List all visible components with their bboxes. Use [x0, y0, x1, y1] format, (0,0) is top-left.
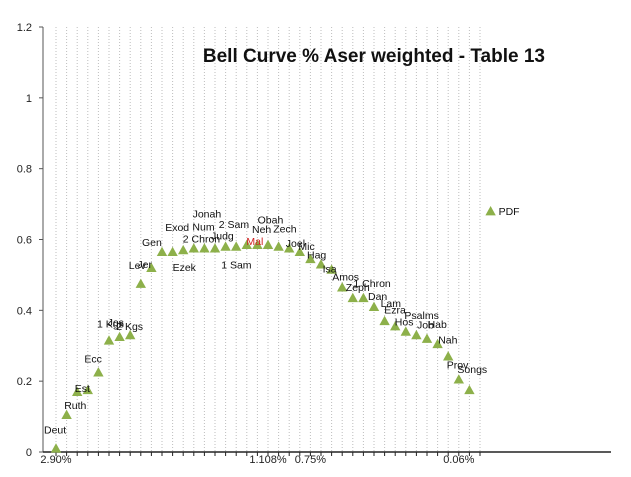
data-point-label: Jonah	[193, 209, 222, 221]
data-point-marker	[443, 351, 454, 361]
data-point-marker	[103, 335, 115, 345]
data-point-label: Ezra	[384, 304, 406, 316]
data-point-marker	[156, 246, 168, 257]
data-point-label: Zech	[273, 223, 297, 235]
data-point-label: Hab	[428, 319, 447, 331]
data-point-marker	[199, 243, 210, 253]
y-tick-label: 0.8	[17, 164, 32, 176]
data-point-marker	[209, 243, 221, 253]
data-point-label: Psalms	[404, 310, 438, 322]
y-tick-label: 1	[26, 93, 32, 105]
data-point-label: Est	[75, 383, 90, 395]
data-point-label: Ruth	[64, 400, 86, 412]
y-tick-label: 0	[26, 447, 32, 459]
data-point-marker	[464, 384, 475, 395]
data-point-label: Dan	[368, 291, 387, 303]
data-point-marker	[305, 253, 316, 264]
data-point-marker	[178, 244, 189, 255]
data-point-marker	[114, 331, 125, 342]
data-point-label: Nah	[438, 334, 457, 346]
data-point-label: Mic	[298, 241, 314, 253]
data-point-marker	[252, 239, 263, 249]
data-point-label: Zeph	[346, 282, 370, 294]
data-point-label: Hag	[307, 249, 326, 261]
data-point-label: Jos	[108, 317, 124, 329]
data-point-label: 2 Kgs	[116, 321, 143, 333]
data-point-marker	[390, 321, 401, 331]
data-point-marker	[72, 386, 83, 396]
data-point-marker	[432, 338, 443, 349]
data-point-label: 1 Chron	[353, 278, 391, 290]
data-point-label: 2 Sam	[219, 219, 250, 231]
data-point-label: Job	[417, 320, 434, 332]
data-point-marker	[146, 262, 157, 272]
data-point-marker	[347, 292, 358, 303]
data-point-marker	[61, 409, 72, 419]
data-point-marker	[421, 333, 433, 343]
data-point-label: Exod	[165, 222, 189, 234]
data-point-label: Amos	[332, 271, 359, 283]
data-point-label: Neh	[252, 224, 271, 236]
data-point-marker	[220, 241, 231, 251]
data-point-label: Deut	[44, 424, 66, 436]
data-point-label: Prov	[447, 359, 469, 371]
data-point-marker	[93, 367, 104, 377]
data-point-label: Mal	[246, 236, 263, 248]
y-tick-label: 0.4	[17, 305, 32, 317]
data-point-label: Lev	[129, 260, 147, 272]
data-point-label: Jer	[137, 259, 152, 271]
data-point-marker	[326, 264, 337, 274]
data-point-marker	[315, 259, 327, 269]
data-point-marker	[284, 243, 295, 253]
data-point-marker	[82, 384, 93, 395]
data-point-marker	[50, 443, 62, 453]
grid-layer	[55, 27, 481, 452]
data-point-marker	[485, 205, 496, 216]
data-point-label: Obah	[258, 215, 284, 227]
axis-layer: 0 0.2 0.4 0.6 0.8 1 1.2 2.90% 1.108% 0.75% 0.06%	[17, 22, 611, 466]
points-layer	[50, 205, 496, 453]
data-point-marker	[125, 329, 136, 340]
x-tick-label: 1.108%	[249, 454, 287, 466]
data-point-marker	[368, 301, 380, 311]
data-point-marker	[379, 315, 390, 326]
data-point-marker	[231, 241, 242, 251]
data-point-marker	[358, 292, 369, 303]
data-point-label: Isa	[323, 264, 337, 276]
data-point-marker	[294, 246, 305, 257]
y-tick-label: 0.2	[17, 376, 32, 388]
data-point-marker	[262, 239, 274, 249]
data-point-label: Ecc	[84, 353, 102, 365]
chart-title: Bell Curve % Aser weighted - Table 13	[203, 46, 545, 67]
data-point-label: Judg	[211, 230, 234, 242]
data-point-marker	[337, 282, 348, 292]
data-point-marker	[400, 326, 411, 336]
data-point-marker	[453, 374, 464, 384]
data-point-label: Songs	[457, 364, 487, 376]
data-point-label: 1 Sam	[221, 260, 252, 272]
data-point-label: Gen	[142, 237, 162, 249]
data-point-marker	[135, 278, 146, 288]
data-point-label: Ezek	[173, 262, 197, 274]
data-point-label: Joel	[286, 238, 305, 250]
data-point-label: Hos	[395, 317, 414, 329]
data-point-marker	[167, 246, 178, 257]
data-point-label: PDF	[499, 206, 520, 218]
data-point-marker	[188, 243, 199, 253]
data-point-label: 1 Kgs	[97, 318, 124, 330]
data-point-label: Lam	[381, 298, 402, 310]
x-tick-label: 0.75%	[295, 454, 326, 466]
x-tick-label: 2.90%	[40, 454, 71, 466]
data-point-marker	[273, 241, 284, 251]
y-tick-label: 1.2	[17, 22, 32, 34]
data-point-label: 2 Chron	[183, 233, 221, 245]
data-point-marker	[241, 239, 252, 249]
x-tick-label: 0.06%	[443, 454, 474, 466]
data-point-marker	[411, 329, 422, 340]
y-tick-label: 0.6	[17, 235, 32, 247]
data-point-label: Num	[192, 221, 214, 233]
